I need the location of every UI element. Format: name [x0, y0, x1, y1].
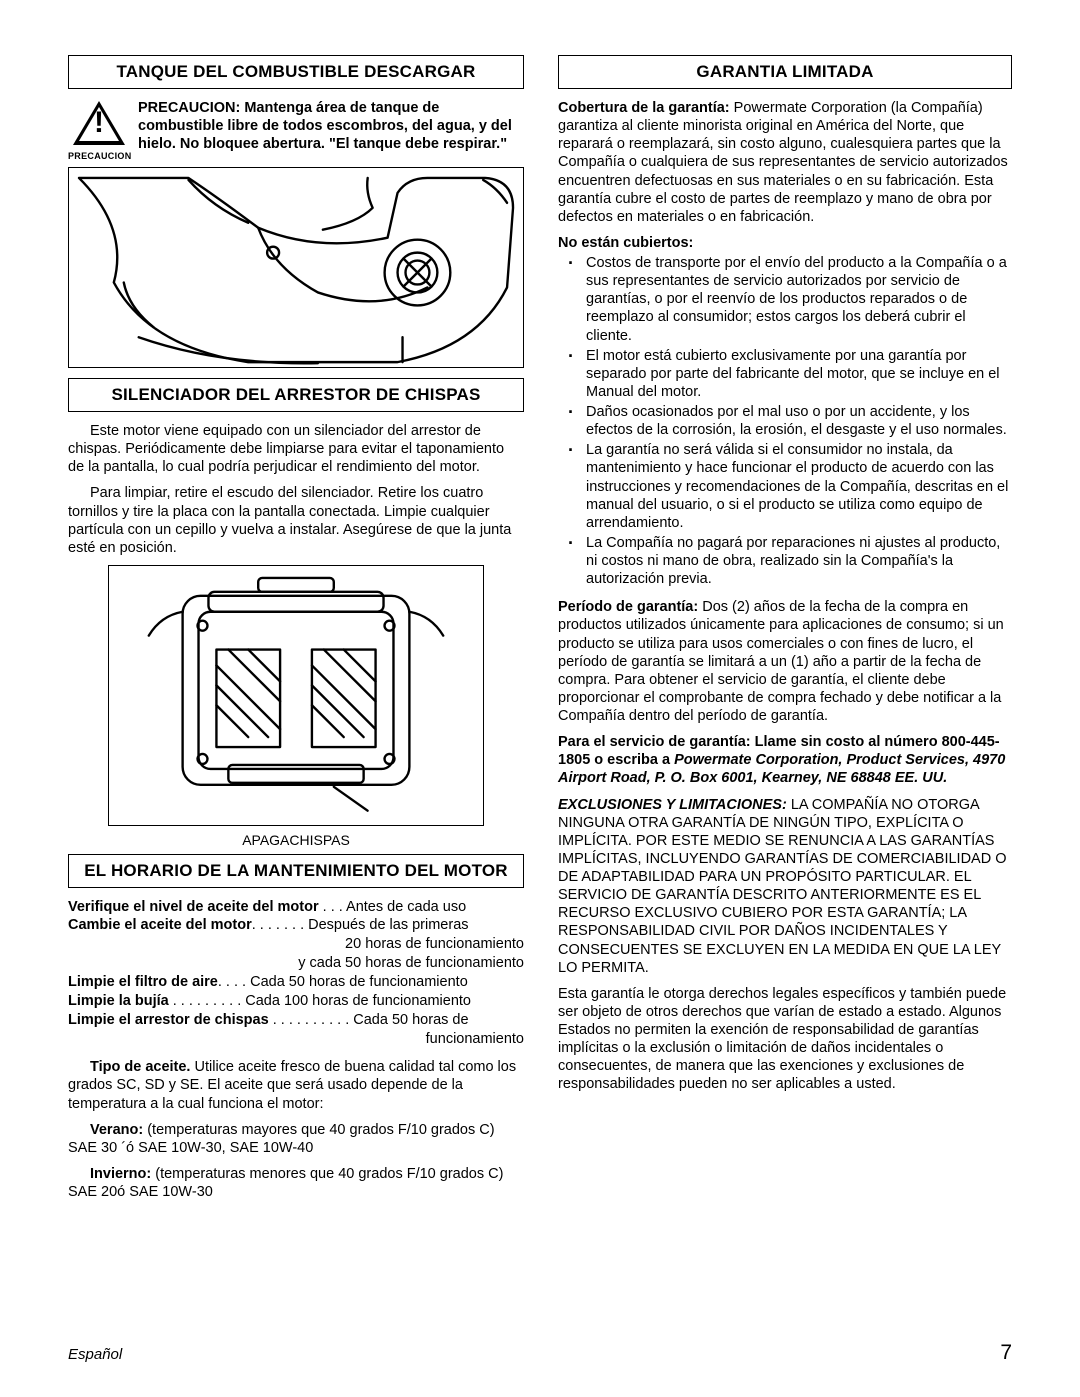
- excl-b: LA COMPAÑÍA NO OTORGA NINGUNA OTRA GARAN…: [558, 797, 1007, 976]
- exclusions: EXCLUSIONES Y LIMITACIONES: LA COMPAÑÍA …: [558, 796, 1012, 977]
- oil-p2: Verano: (temperaturas mayores que 40 gra…: [68, 1121, 524, 1157]
- period: Período de garantía: Dos (2) años de la …: [558, 598, 1012, 725]
- excl-a: EXCLUSIONES Y LIMITACIONES:: [558, 797, 787, 813]
- footer-lang: Español: [68, 1346, 122, 1363]
- not-covered-heading: No están cubiertos:: [558, 234, 1012, 252]
- maint-l5c: funcionamiento: [68, 1030, 524, 1049]
- maint-l2-a: Cambie el aceite del motor: [68, 917, 252, 933]
- bullet-4: La garantía no será válida si el consumi…: [558, 441, 1012, 532]
- coverage-a: Cobertura de la garantía:: [558, 100, 730, 116]
- heading-spark-arrestor: SILENCIADOR DEL ARRESTOR DE CHISPAS: [68, 378, 524, 412]
- figure-fuel-tank: [68, 167, 524, 368]
- left-column: TANQUE DEL COMBUSTIBLE DESCARGAR ! PRECA…: [68, 55, 524, 1315]
- maint-l5: Limpie el arrestor de chispas . . . . . …: [68, 1011, 524, 1030]
- period-b: Dos (2) años de la fecha de la compra en…: [558, 599, 1004, 724]
- oil-p2-a: Verano:: [90, 1122, 143, 1138]
- maint-l5-a: Limpie el arrestor de chispas: [68, 1012, 269, 1028]
- maint-l3: Limpie el filtro de aire. . . . Cada 50 …: [68, 973, 524, 992]
- maint-l1-a: Verifique el nivel de aceite del motor: [68, 899, 319, 915]
- maint-list: Verifique el nivel de aceite del motor .…: [68, 898, 524, 1049]
- heading-maint: EL HORARIO DE LA MANTENIMIENTO DEL MOTOR: [68, 854, 524, 888]
- spark-p1: Este motor viene equipado con un silenci…: [68, 422, 524, 476]
- maint-l5-b: . . . . . . . . . . Cada 50 horas de: [269, 1012, 469, 1028]
- period-a: Período de garantía:: [558, 599, 698, 615]
- maint-l2-b: . . . . . . . Después de las primeras: [252, 917, 469, 933]
- footer: Español 7: [68, 1341, 1012, 1365]
- caution-icon: ! PRECAUCION: [68, 99, 130, 161]
- oil-p1: Tipo de aceite. Utilice aceite fresco de…: [68, 1058, 524, 1112]
- last-p: Esta garantía le otorga derechos legales…: [558, 985, 1012, 1094]
- svg-text:!: !: [94, 106, 104, 139]
- caution-block: ! PRECAUCION PRECAUCION: Mantenga área d…: [68, 99, 524, 161]
- coverage-b: Powermate Corporation (la Compañía) gara…: [558, 100, 1008, 225]
- maint-l1: Verifique el nivel de aceite del motor .…: [68, 898, 524, 917]
- heading-warranty: GARANTIA LIMITADA: [558, 55, 1012, 89]
- bullet-3: Daños ocasionados por el mal uso o por u…: [558, 403, 1012, 439]
- heading-fuel-tank: TANQUE DEL COMBUSTIBLE DESCARGAR: [68, 55, 524, 89]
- two-columns: TANQUE DEL COMBUSTIBLE DESCARGAR ! PRECA…: [68, 55, 1012, 1315]
- bullet-1: Costos de transporte por el envío del pr…: [558, 254, 1012, 345]
- figure-muffler: [108, 565, 484, 826]
- maint-l4: Limpie la bujía . . . . . . . . . Cada 1…: [68, 992, 524, 1011]
- maint-l2c: 20 horas de funcionamiento: [68, 935, 524, 954]
- maint-l2d: y cada 50 horas de funcionamiento: [68, 954, 524, 973]
- apagachispas-label: APAGACHISPAS: [68, 832, 524, 848]
- bullet-2: El motor está cubierto exclusivamente po…: [558, 347, 1012, 401]
- maint-l4-b: . . . . . . . . . Cada 100 horas de func…: [169, 993, 471, 1009]
- right-column: GARANTIA LIMITADA Cobertura de la garant…: [558, 55, 1012, 1315]
- maint-l2: Cambie el aceite del motor. . . . . . . …: [68, 916, 524, 935]
- caution-label: PRECAUCION: [68, 151, 130, 161]
- oil-p3: Invierno: (temperaturas menores que 40 g…: [68, 1165, 524, 1201]
- page: TANQUE DEL COMBUSTIBLE DESCARGAR ! PRECA…: [0, 0, 1080, 1397]
- oil-p1-a: Tipo de aceite.: [90, 1059, 190, 1075]
- service: Para el servicio de garantía: Llame sin …: [558, 733, 1012, 787]
- maint-l3-b: . . . . Cada 50 horas de funcionamiento: [218, 974, 468, 990]
- caution-text: PRECAUCION: Mantenga área de tanque de c…: [138, 99, 524, 153]
- oil-p3-a: Invierno:: [90, 1166, 151, 1182]
- coverage: Cobertura de la garantía: Powermate Corp…: [558, 99, 1012, 226]
- footer-page: 7: [1000, 1341, 1012, 1365]
- not-covered-list: Costos de transporte por el envío del pr…: [558, 254, 1012, 588]
- spark-p2: Para limpiar, retire el escudo del silen…: [68, 484, 524, 557]
- maint-l4-a: Limpie la bujía: [68, 993, 169, 1009]
- bullet-5: La Compañía no pagará por reparaciones n…: [558, 534, 1012, 588]
- maint-l1-b: . . . Antes de cada uso: [319, 899, 467, 915]
- maint-l3-a: Limpie el filtro de aire: [68, 974, 218, 990]
